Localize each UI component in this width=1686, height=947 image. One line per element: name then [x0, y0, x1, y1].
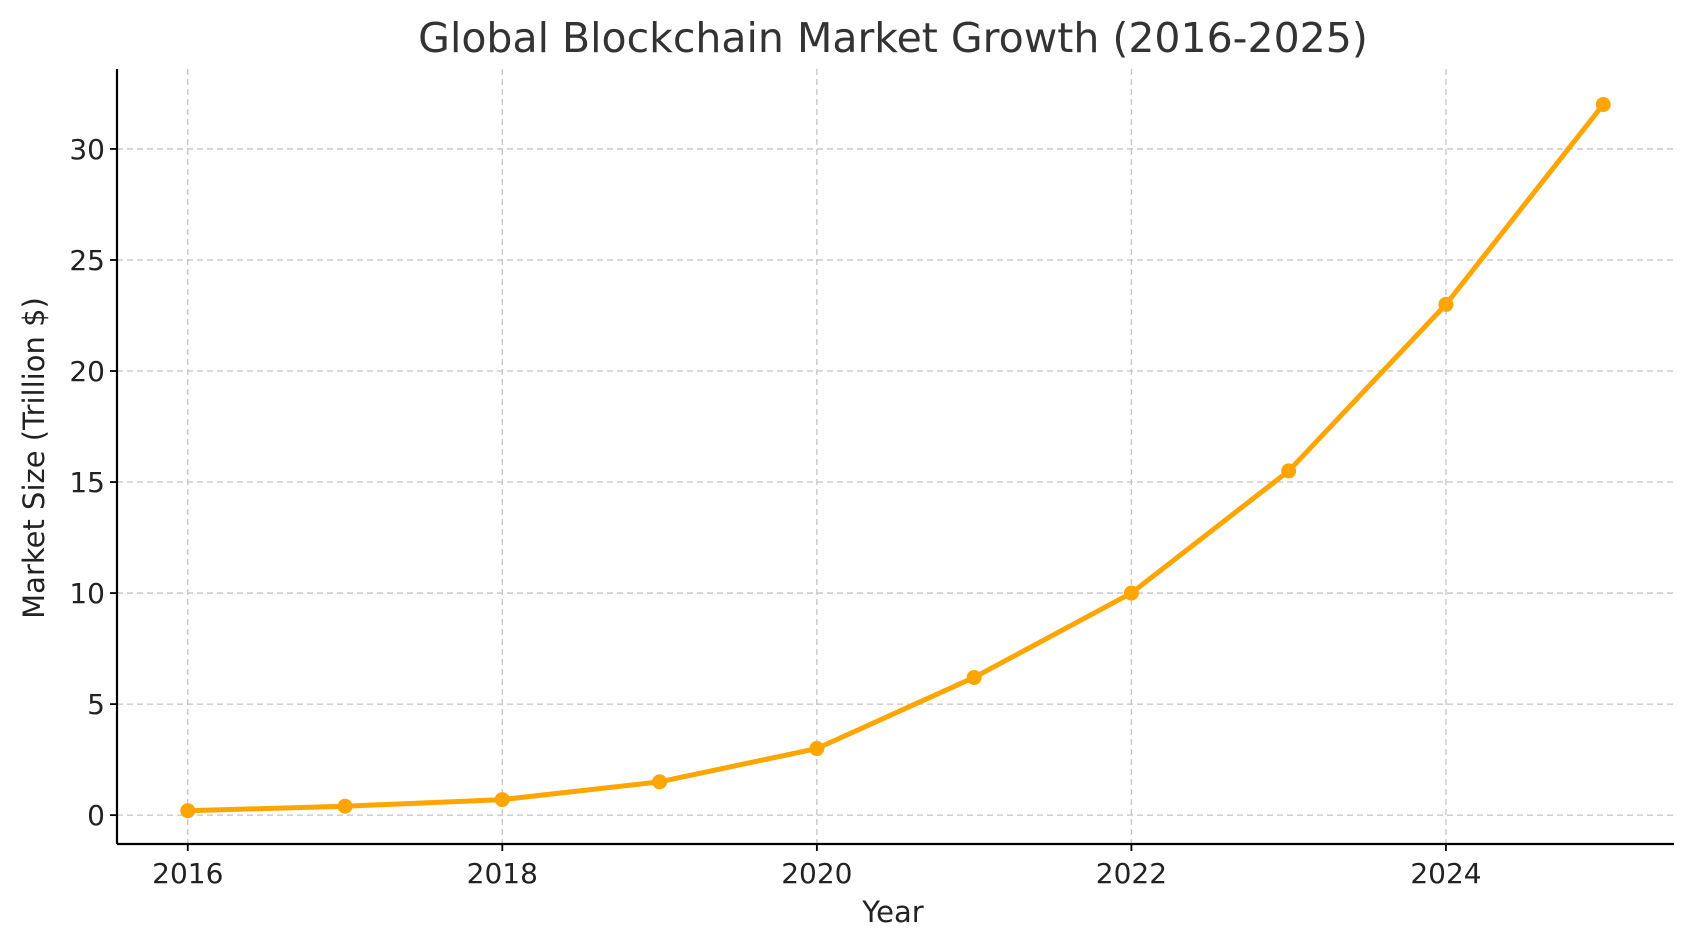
y-tick-label: 10	[69, 577, 105, 610]
data-point	[652, 774, 668, 790]
x-tick-label: 2016	[152, 857, 223, 890]
chart-title: Global Blockchain Market Growth (2016-20…	[418, 14, 1368, 62]
x-tick-label: 2018	[467, 857, 538, 890]
data-point	[180, 803, 196, 819]
y-tick-label: 15	[69, 466, 105, 499]
data-point	[1595, 97, 1611, 113]
y-tick-label: 5	[87, 688, 105, 721]
data-point	[966, 669, 982, 685]
data-point	[1281, 463, 1297, 479]
data-point	[1438, 296, 1454, 312]
y-tick-label: 30	[69, 133, 105, 166]
x-tick-label: 2020	[781, 857, 852, 890]
y-tick-label: 25	[69, 244, 105, 277]
data-point	[809, 741, 825, 757]
y-tick-label: 20	[69, 355, 105, 388]
axes	[115, 69, 1674, 846]
y-tick-label: 0	[87, 799, 105, 832]
ticks: 2016 2018 2020 2022 2024 0 5 10 15 20 25 30	[69, 133, 1481, 890]
grid	[117, 69, 1674, 844]
x-axis-label: Year	[861, 895, 923, 929]
y-axis-label: Market Size (Trillion $)	[17, 297, 51, 619]
data-point	[1123, 585, 1139, 601]
series-line	[185, 102, 1606, 814]
data-point	[337, 798, 353, 814]
x-tick-label: 2022	[1096, 857, 1167, 890]
x-tick-label: 2024	[1410, 857, 1481, 890]
series-layer	[180, 97, 1611, 819]
data-point	[494, 792, 510, 808]
